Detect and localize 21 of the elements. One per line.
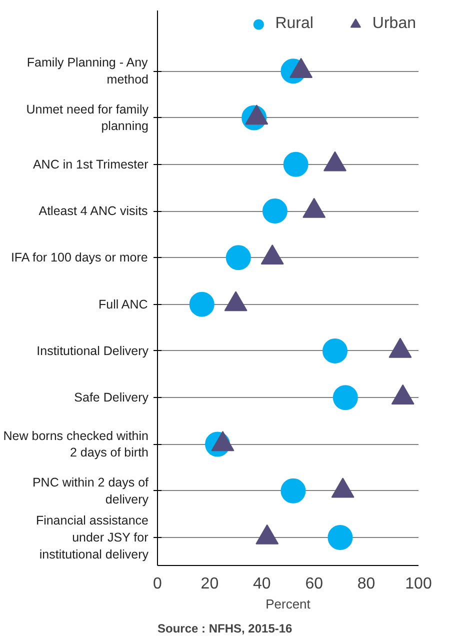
legend-label: Urban — [372, 15, 416, 33]
y-tick-label: Atleast 4 ANC visits — [38, 204, 148, 218]
y-tick-label: PNC within 2 days of delivery — [32, 475, 150, 506]
source-note: Source : NFHS, 2015-16 — [158, 622, 293, 636]
y-tick-label: Unmet need for family planning — [26, 102, 150, 134]
y-tick-label: New borns checked within 2 days of birth — [3, 428, 149, 460]
y-tick-label: Full ANC — [98, 297, 148, 312]
x-tick-label: 20 — [200, 576, 219, 592]
x-tick-label: 0 — [153, 576, 162, 592]
x-tick-label: 100 — [405, 576, 432, 592]
x-axis-title: Percent — [266, 596, 311, 612]
x-tick-label: 40 — [253, 576, 271, 592]
y-tick-label: Safe Delivery — [74, 390, 150, 405]
y-tick-label: ANC in 1st Trimester — [32, 157, 148, 172]
x-tick-label: 60 — [305, 576, 324, 592]
y-tick-label: Institutional Delivery — [36, 344, 150, 358]
y-tick-label: Financial assistance under JSY for institutional delivery — [36, 514, 150, 562]
legend-label: Rural — [275, 15, 314, 33]
y-tick-label: Family Planning - Any method — [26, 56, 149, 87]
y-tick-label: IFA for 100 days or more — [10, 250, 148, 265]
x-tick-label: 80 — [357, 576, 376, 592]
